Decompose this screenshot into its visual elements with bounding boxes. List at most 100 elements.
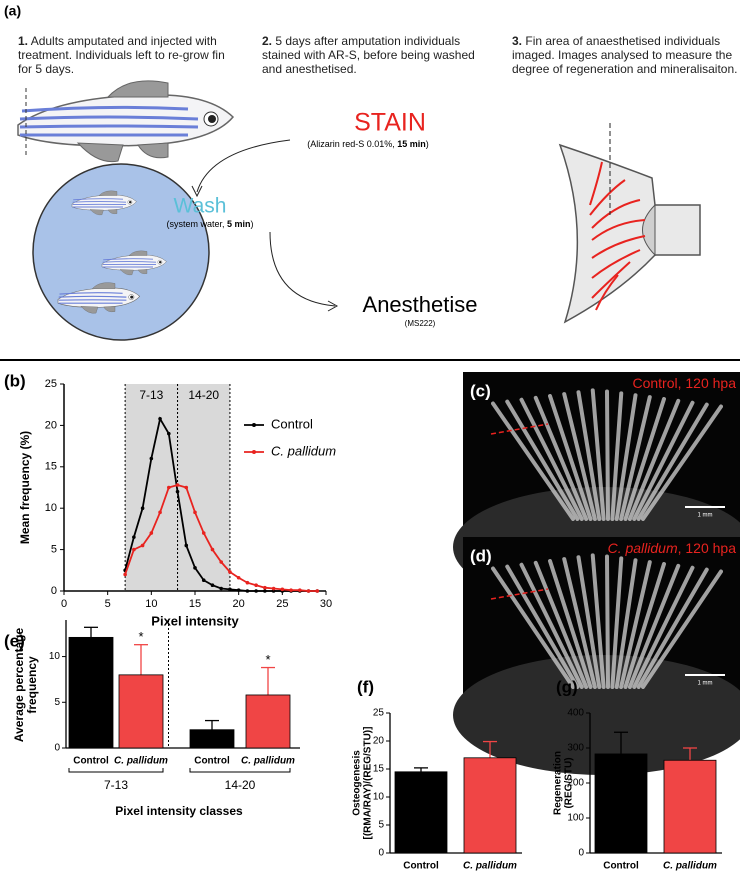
data-point (289, 588, 293, 592)
bar (663, 759, 717, 854)
data-point (201, 578, 206, 583)
wash-detail: (system water, 5 min) (166, 219, 253, 229)
legend-marker (252, 423, 256, 427)
data-point (123, 572, 127, 577)
region-label: 7-13 (139, 388, 163, 402)
data-point (210, 547, 215, 552)
fin-ray (627, 398, 681, 521)
fin-ray (576, 555, 602, 689)
bar (118, 674, 164, 749)
panel-label: (a) (4, 3, 21, 19)
scale-bar-label: 1 mm (698, 513, 713, 519)
anesthetise-title: Anesthetise (363, 292, 478, 317)
data-point (271, 589, 276, 593)
data-point (140, 506, 145, 511)
fin-ray (627, 563, 681, 689)
y-axis-title: (REG/STU) (564, 757, 575, 808)
fin-ray (636, 402, 709, 521)
step-text: 1. Adults amputated and injected with tr… (18, 34, 238, 76)
y-tick-label: 5 (378, 820, 384, 831)
fin-ray (491, 566, 575, 689)
y-tick-label: 5 (54, 697, 60, 708)
fin-ray (576, 390, 602, 521)
fin-ray (590, 553, 606, 689)
data-point (184, 485, 189, 490)
x-tick-label: 25 (276, 598, 288, 610)
y-axis-title: Average percentage (12, 628, 26, 743)
y-tick-label: 10 (373, 792, 385, 803)
data-point (132, 547, 136, 552)
x-tick-label: C. pallidum (463, 861, 517, 872)
caption-text: Control, 120 hpa (632, 375, 736, 391)
fin-ray (548, 559, 593, 689)
data-point (263, 589, 267, 593)
bar (68, 636, 114, 749)
fin-ray (590, 388, 606, 521)
y-tick-label: 15 (373, 764, 385, 775)
fin-ray (533, 395, 589, 521)
anesthetise-detail: (MS222) (405, 319, 436, 328)
data-point (175, 489, 180, 494)
x-tick-label: 0 (61, 598, 67, 610)
data-point (245, 580, 250, 585)
group-label: 14-20 (225, 778, 256, 792)
detail-time: 5 min (227, 219, 251, 229)
panel-label: (f) (357, 677, 374, 696)
bar (463, 757, 517, 854)
fin-ray (623, 562, 666, 689)
data-point (184, 543, 189, 548)
fin-illustration (558, 143, 701, 324)
bar (394, 771, 448, 854)
detail-time: 15 min (397, 139, 426, 149)
detail-text: ) (251, 219, 254, 229)
panel-label: (c) (470, 381, 491, 400)
fin-rays (589, 161, 646, 311)
y-tick-label: 0 (378, 848, 384, 859)
y-tick-label: 25 (45, 378, 57, 390)
data-point (175, 483, 180, 487)
data-point (254, 583, 258, 588)
data-point (167, 485, 171, 490)
y-tick-label: 20 (45, 419, 57, 431)
data-point (167, 431, 171, 436)
x-tick-label: C. pallidum (114, 756, 168, 767)
significance-marker: * (265, 652, 270, 667)
group-bracket (68, 768, 164, 773)
fin-ray (623, 397, 666, 521)
caption-species: C. pallidum (608, 540, 678, 556)
bar (594, 753, 648, 854)
data-point (236, 575, 241, 580)
panel-label: (g) (556, 677, 578, 696)
fin-ray (605, 554, 610, 689)
x-tick-label: Control (603, 861, 639, 872)
y-axis-title: Mean frequency (%) (18, 431, 32, 544)
x-tick-label: 5 (105, 598, 111, 610)
fin-ray (505, 564, 580, 689)
fin-ray (562, 557, 597, 689)
fish-illustration (16, 79, 235, 164)
group-bracket (189, 768, 291, 773)
y-tick-label: 0 (54, 743, 60, 754)
bar (245, 694, 291, 749)
fin-ray (632, 565, 695, 689)
step-number: 2. (262, 34, 273, 48)
fin-ray (605, 389, 610, 521)
scale-bar-label: 1 mm (698, 681, 713, 687)
data-point (158, 416, 162, 421)
data-point (298, 588, 302, 592)
fin-base (642, 203, 656, 257)
data-point (280, 587, 285, 592)
y-tick-label: 0 (51, 585, 57, 597)
significance-marker: * (138, 629, 143, 644)
data-point (271, 586, 276, 591)
data-point (193, 566, 197, 570)
x-tick-label: Control (73, 756, 109, 767)
amputation-plane (490, 588, 549, 600)
panel-label: (d) (470, 546, 492, 565)
data-point (236, 588, 241, 592)
data-point (245, 589, 250, 593)
fin-ray (533, 560, 589, 689)
step-number: 3. (512, 34, 523, 48)
